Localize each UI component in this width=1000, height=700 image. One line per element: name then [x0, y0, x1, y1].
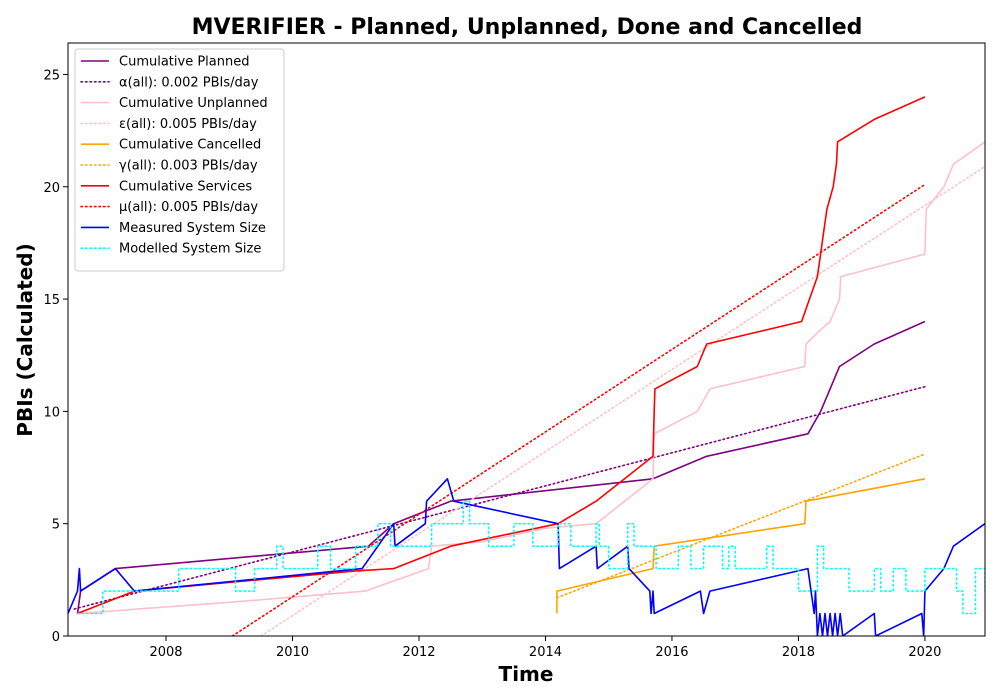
- legend-label: Cumulative Services: [119, 179, 252, 194]
- legend-label: ε(all): 0.005 PBIs/day: [119, 117, 257, 132]
- legend-label: Modelled System Size: [119, 242, 261, 257]
- y-tick-label: 20: [43, 181, 60, 196]
- y-tick-label: 25: [43, 68, 60, 83]
- series-line-7: [231, 183, 926, 636]
- x-tick-label: 2008: [149, 645, 182, 660]
- legend-label: Cumulative Planned: [119, 55, 249, 70]
- series-line-9: [76, 500, 985, 615]
- legend-label: γ(all): 0.003 PBIs/day: [119, 159, 258, 174]
- x-tick-label: 2014: [529, 645, 562, 660]
- series-line-1: [73, 385, 926, 610]
- x-tick-label: 2016: [655, 645, 688, 660]
- chart-title: MVERIFIER - Planned, Unplanned, Done and…: [192, 15, 863, 40]
- y-tick-label: 5: [52, 518, 60, 533]
- series-line-3: [260, 165, 985, 636]
- y-tick-label: 0: [52, 630, 60, 645]
- legend-label: Cumulative Unplanned: [119, 96, 268, 111]
- legend: Cumulative Planned α(all): 0.002 PBIs/day…: [74, 48, 285, 272]
- series-line-4: [556, 478, 926, 614]
- series-line-0: [76, 320, 926, 614]
- x-tick-label: 2020: [908, 645, 941, 660]
- legend-label: μ(all): 0.005 PBIs/day: [119, 200, 258, 215]
- legend-box: [74, 48, 285, 272]
- x-axis: 2008 2010 2012 2014 2016 2018 2020: [149, 636, 941, 660]
- y-tick-label: 15: [43, 293, 60, 308]
- legend-label: Measured System Size: [119, 221, 266, 236]
- x-axis-label: Time: [499, 662, 554, 686]
- y-tick-label: 10: [43, 405, 60, 420]
- series-line-8: [68, 478, 985, 636]
- legend-label: α(all): 0.002 PBIs/day: [119, 75, 259, 90]
- series-line-6: [77, 96, 926, 615]
- legend-label: Cumulative Cancelled: [119, 138, 261, 153]
- series-line-5: [556, 453, 926, 599]
- x-tick-label: 2012: [402, 645, 435, 660]
- y-axis: 0 5 10 15 20 25: [43, 68, 68, 645]
- x-tick-label: 2018: [782, 645, 815, 660]
- x-tick-label: 2010: [276, 645, 309, 660]
- plot-frame: [67, 42, 986, 637]
- plot-area: [68, 96, 985, 636]
- y-axis-label: PBIs (Calculated): [13, 243, 37, 436]
